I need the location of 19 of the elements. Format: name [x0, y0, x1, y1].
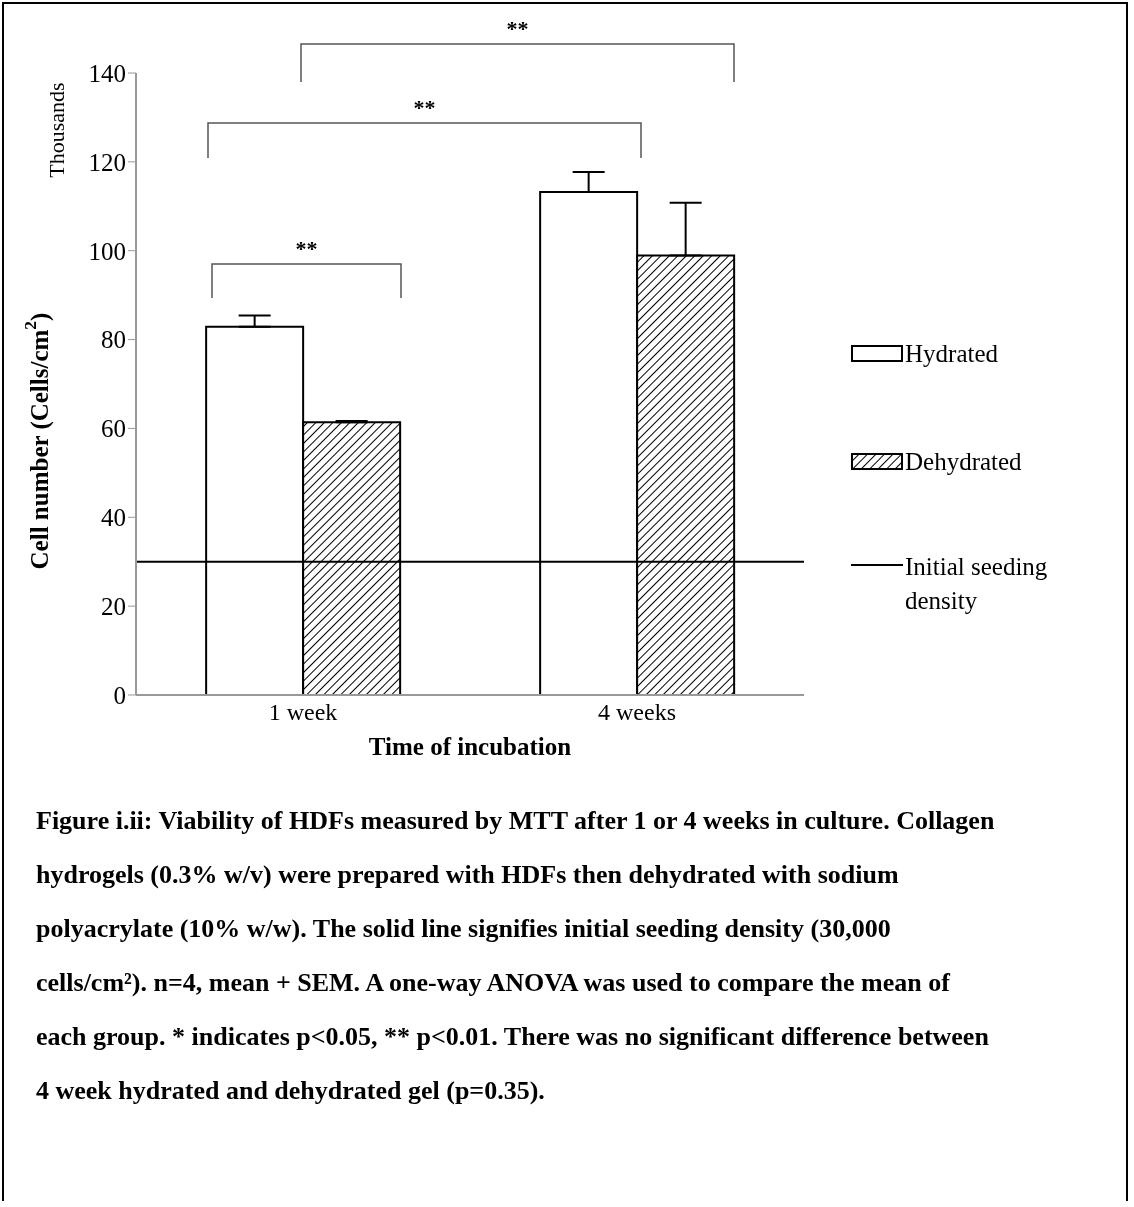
- text: Figure i.ii: Viability of HDFs measured by MTT after 1 or 4 weeks in culture. Collagen hydrogels (0.3% w/v) were prepared with HDFs then dehydrated with sodium polyacrylate (10% w/w). The solid line signifies initial seeding density (30,000 cells/cm²). n=4, mean + SEM. A one-way ANOVA was used to compare the mean of each group. * indicates p<0.05, ** p<0.01. There was no significant difference between 4 week hydrated and dehydrated gel (p=0.35).: [36, 805, 996, 1107]
- x-tick-label: 4 weeks: [598, 699, 676, 726]
- y-tick-label: 0: [113, 681, 126, 709]
- text: **: [506, 16, 529, 41]
- y-tick-label: 100: [88, 237, 126, 265]
- legend-label: Hydrated: [905, 340, 999, 368]
- text: Thousands: [44, 82, 70, 178]
- y-tick-label: 60: [101, 415, 126, 443]
- x-axis-title: Time of incubation: [368, 733, 572, 760]
- y-tick-label: 40: [101, 504, 126, 532]
- y-tick-label: 140: [88, 59, 126, 87]
- y-tick-label: 20: [101, 593, 126, 621]
- x-tick-label: 1 week: [268, 699, 338, 726]
- y-tick-label: 80: [101, 326, 126, 354]
- legend-label: Initial seeding density: [905, 552, 1049, 616]
- y-tick-label: 120: [88, 148, 126, 176]
- annotation: **: [413, 95, 436, 120]
- annotation: **: [295, 236, 318, 261]
- legend-label: Dehydrated: [905, 448, 1022, 476]
